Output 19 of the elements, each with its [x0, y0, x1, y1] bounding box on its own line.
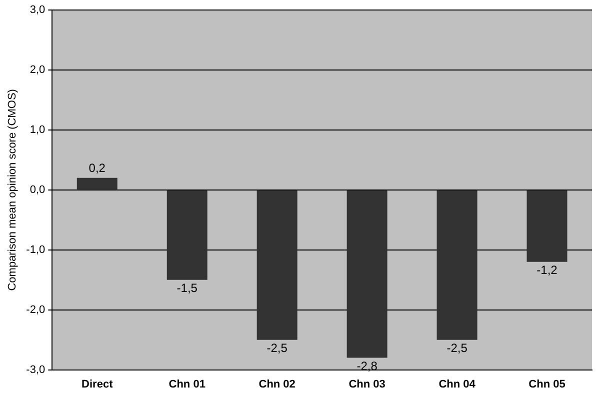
y-tick-label: 2,0	[30, 64, 46, 76]
x-tick-label: Chn 03	[348, 378, 386, 390]
data-label: -2,5	[446, 341, 468, 356]
x-tick-label: Chn 05	[528, 378, 566, 390]
y-tick-label: -3,0	[26, 364, 46, 376]
data-label: -2,5	[266, 341, 288, 356]
y-tick-label: 3,0	[30, 4, 46, 16]
y-tick-label: -2,0	[26, 304, 46, 316]
y-axis-title: Comparison mean opinion score (CMOS)	[6, 89, 19, 291]
x-tick-label: Chn 01	[168, 378, 206, 390]
x-tick-label: Direct	[82, 378, 114, 390]
y-tick-label: 1,0	[30, 124, 46, 136]
data-label: -1,5	[176, 281, 198, 296]
x-tick-label: Chn 02	[258, 378, 296, 390]
y-tick-label: -1,0	[26, 244, 46, 256]
x-tick-label: Chn 04	[438, 378, 476, 390]
y-tick-label: 0,0	[30, 184, 46, 196]
data-label: 0,2	[88, 161, 106, 176]
data-label: -1,2	[536, 263, 558, 278]
